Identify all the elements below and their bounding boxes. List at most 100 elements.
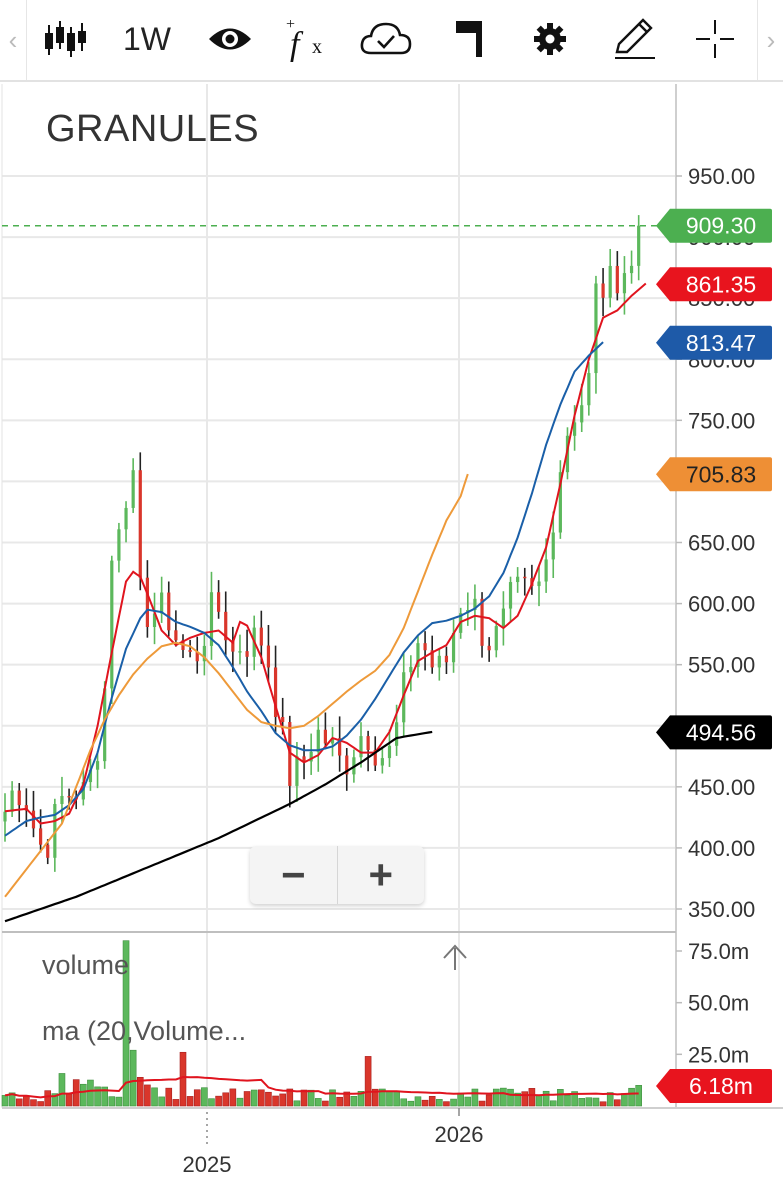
candle-body [152, 613, 157, 628]
price-label-last-price: 909.30 [656, 208, 772, 243]
volume-ma-legend[interactable]: ma (20,Volume... [42, 1016, 247, 1046]
volume-bar [94, 1086, 101, 1107]
zoom-out-button[interactable]: − [250, 846, 338, 904]
candle-body [523, 576, 527, 579]
volume-bar [172, 1099, 180, 1107]
zoom-control: − + [250, 846, 424, 904]
gear-icon[interactable] [528, 14, 572, 64]
eye-glyph [209, 28, 251, 50]
fx-glyph: + f x [286, 16, 322, 63]
x-tick-label: 2026 [435, 1122, 484, 1147]
volume-bar [1, 1095, 9, 1107]
candle-body [145, 577, 149, 628]
volume-bar [8, 1092, 16, 1107]
candle-body [544, 559, 548, 582]
candle-body [444, 655, 449, 663]
volume-bar [44, 1090, 52, 1107]
volume-bar [549, 1100, 557, 1107]
candle-body [437, 655, 441, 668]
candle-body [573, 422, 577, 436]
candle-body [615, 265, 619, 294]
candle-body [516, 576, 520, 583]
candle-body [494, 626, 498, 651]
candle-body [17, 790, 21, 806]
volume-bar [165, 1087, 173, 1107]
volume-bar [564, 1094, 571, 1107]
volume-bar [421, 1099, 429, 1107]
volume-bar [614, 1099, 621, 1107]
volume-bar [592, 1097, 600, 1107]
candle-body [430, 650, 434, 668]
candle-body [587, 373, 591, 406]
symbol-title: GRANULES [46, 108, 260, 150]
candlestick-icon[interactable] [40, 14, 90, 64]
candle-body [110, 560, 114, 689]
candle-body [501, 608, 505, 627]
volume-bar [193, 1089, 201, 1107]
candle-body [601, 283, 605, 298]
volume-last-label: 6.18m [656, 1069, 772, 1103]
volume-bar [400, 1098, 408, 1107]
candle-body [508, 582, 513, 609]
volume-bar [471, 1088, 479, 1107]
candle-body [487, 645, 491, 651]
cloud-save-icon[interactable] [358, 14, 414, 64]
candle-body [209, 592, 214, 646]
crosshair-icon[interactable] [690, 14, 740, 64]
volume-bar [635, 1085, 642, 1107]
volume-bar [30, 1099, 37, 1107]
volume-legend[interactable]: volume [42, 950, 130, 980]
candle-body [245, 651, 249, 657]
candle-body [551, 532, 555, 560]
volume-bar [258, 1089, 265, 1107]
volume-bar [87, 1079, 94, 1107]
volume-bar [101, 1086, 108, 1107]
volume-bar [571, 1091, 578, 1107]
candle-body [188, 649, 192, 652]
scroll-left-icon[interactable]: ‹ [0, 0, 27, 80]
interval-selector[interactable]: 1W [114, 14, 180, 64]
volume-bar [350, 1096, 358, 1107]
eye-icon[interactable] [204, 14, 256, 64]
volume-bar [51, 1093, 59, 1107]
candle-body [39, 828, 43, 845]
volume-last-label-text: 6.18m [689, 1073, 753, 1099]
volume-bar [314, 1098, 322, 1107]
candle-body [273, 667, 278, 717]
interval-label: 1W [123, 20, 171, 57]
pencil-glyph [615, 18, 655, 59]
sma-black-line [4, 730, 433, 923]
scroll-right-icon[interactable]: › [757, 0, 783, 80]
pencil-icon[interactable] [608, 14, 660, 64]
price-label-sma-black: 494.56 [656, 715, 772, 750]
candle-body [46, 844, 50, 858]
price-label-last-price-box [656, 208, 772, 243]
cloud-glyph [360, 22, 412, 55]
candle-body [622, 273, 627, 294]
candle-body [259, 627, 263, 646]
volume-ma-line [4, 1075, 639, 1099]
volume-bar [222, 1092, 230, 1107]
candle-body [195, 651, 199, 662]
candle-body [95, 761, 100, 770]
volume-bar [250, 1089, 258, 1107]
volume-bar [201, 1087, 208, 1107]
volume-bar [144, 1084, 151, 1107]
volume-bar [307, 1089, 315, 1107]
price-labels: 909.30 861.35 813.47 705.83 494.56 6.18m [656, 208, 772, 1103]
volume-bars [1, 940, 642, 1107]
candle-body [117, 529, 121, 561]
flag-icon[interactable] [448, 14, 492, 64]
volume-bar [371, 1088, 379, 1107]
y-tick-label: 350.00 [688, 897, 755, 922]
volume-bar [364, 1056, 372, 1107]
candle-body [323, 729, 327, 744]
volume-bar [279, 1093, 286, 1107]
volume-y-tick-label: 25.0m [688, 1042, 749, 1067]
candlesticks [3, 215, 641, 872]
fx-indicator-icon[interactable]: + f x [282, 14, 334, 64]
candle-body [266, 645, 271, 668]
volume-bar [122, 940, 130, 1107]
zoom-in-button[interactable]: + [368, 851, 394, 898]
